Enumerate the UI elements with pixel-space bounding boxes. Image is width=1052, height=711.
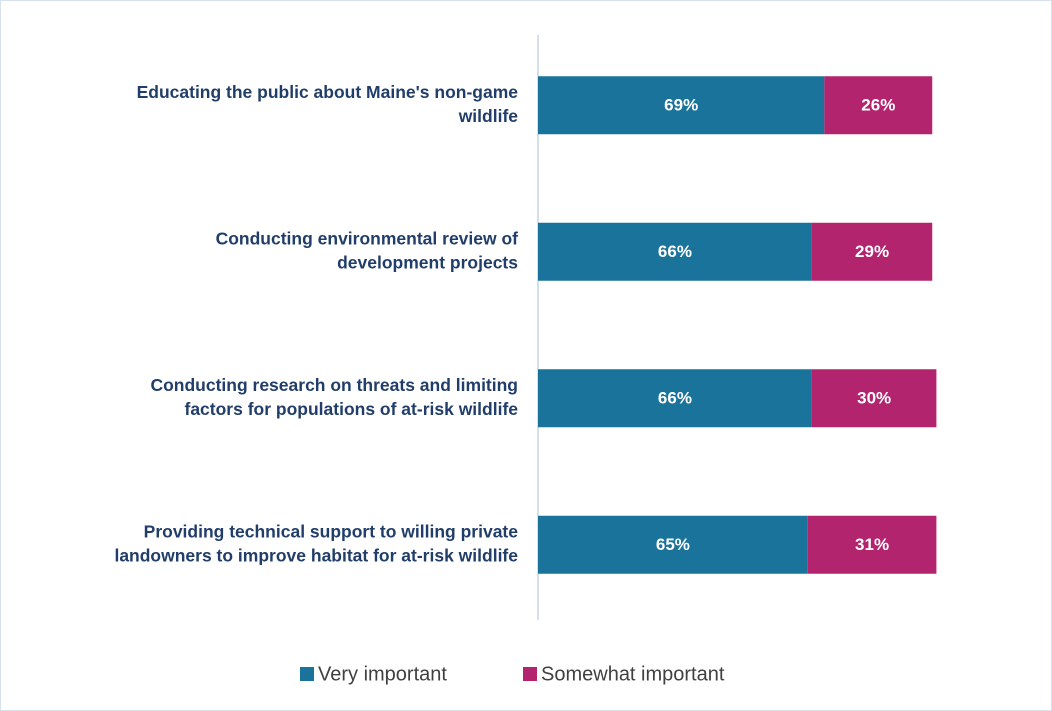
bar-segment <box>538 222 812 281</box>
legend-label: Somewhat important <box>541 663 725 685</box>
bar-segment <box>538 76 825 135</box>
bar-segment <box>538 515 808 574</box>
bar-segment <box>811 369 937 428</box>
bar-segment <box>824 76 933 135</box>
value-label: 66% <box>658 242 692 261</box>
category-label: wildlife <box>458 106 519 126</box>
category-label: factors for populations of at-risk wildl… <box>185 399 519 419</box>
value-label: 65% <box>656 535 690 554</box>
value-label: 69% <box>664 96 698 115</box>
category-label: development projects <box>337 252 518 272</box>
category-label: Educating the public about Maine's non-g… <box>137 82 519 102</box>
value-label: 26% <box>861 96 895 115</box>
legend-label: Very important <box>318 663 447 685</box>
legend-swatch <box>523 667 537 681</box>
category-label: Providing technical support to willing p… <box>144 521 519 541</box>
value-label: 29% <box>855 242 889 261</box>
category-label: Conducting research on threats and limit… <box>150 375 518 395</box>
value-label: 30% <box>857 389 891 408</box>
legend-swatch <box>300 667 314 681</box>
value-label: 66% <box>658 389 692 408</box>
bar-segment <box>538 369 812 428</box>
bar-segment <box>807 515 937 574</box>
category-label: landowners to improve habitat for at-ris… <box>114 545 518 565</box>
bar-segment <box>811 222 933 281</box>
value-label: 31% <box>855 535 889 554</box>
category-label: Conducting environmental review of <box>216 228 519 248</box>
